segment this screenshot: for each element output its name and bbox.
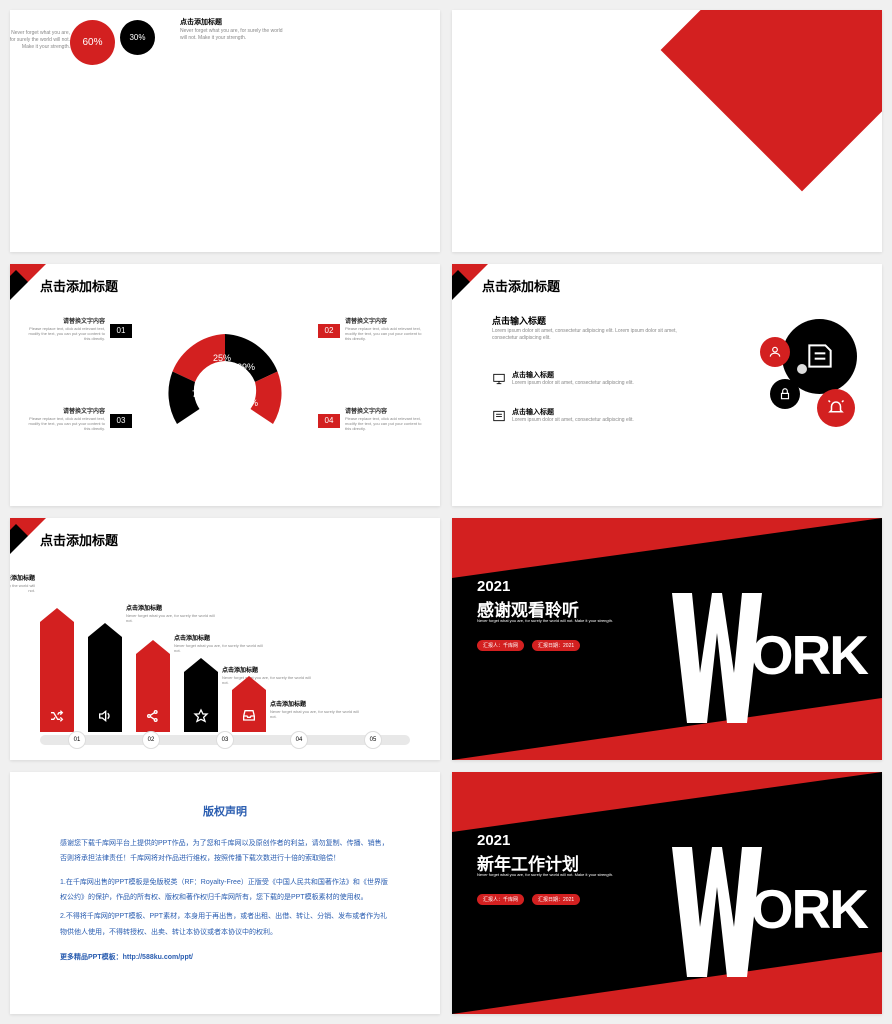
slide-3: 点击添加标题 25% 29% 73% 17% 01 请替换文字内容 Please… — [10, 264, 440, 506]
slide-grid: 60% 30% Never forget what you are, for s… — [10, 10, 882, 1014]
copyright-block: 版权声明 感谢您下载千库网平台上提供的PPT作品，为了您和千库网以及原创作者的利… — [60, 800, 390, 966]
desc-04: Please replace text, click add relevant … — [345, 416, 425, 432]
arrow-02: 点击添加标题 Never forget what you are, for su… — [88, 623, 122, 732]
svg-text:25%: 25% — [213, 353, 231, 363]
slide-7: 版权声明 感谢您下载千库网平台上提供的PPT作品，为了您和千库网以及原创作者的利… — [10, 772, 440, 1014]
slide-4: 点击添加标题 点击输入标题 Lorem ipsum dolor sit amet… — [452, 264, 882, 506]
w-letter — [672, 593, 762, 723]
number-track: 0102030405 — [40, 735, 410, 745]
slide-title: 点击添加标题 — [40, 530, 118, 549]
copyright-p3: 2.不得将千库网的PPT模板、PPT素材，本身用于再出售，或者出租、出借、转让、… — [60, 909, 390, 940]
alarm-icon — [817, 389, 855, 427]
shuffle-icon — [49, 708, 65, 724]
item1-desc: Lorem ipsum dolor sit amet, consectetur … — [512, 380, 692, 387]
icon-cluster — [782, 319, 857, 394]
year: 2021 — [477, 832, 510, 849]
svg-text:17%: 17% — [240, 398, 258, 408]
track-num-04: 04 — [290, 731, 308, 749]
w-letter — [672, 847, 762, 977]
num-03: 03 — [110, 414, 132, 428]
person-icon — [760, 337, 790, 367]
list-icon — [492, 409, 506, 423]
desc-01: Please replace text, click add relevant … — [25, 326, 105, 342]
slide-title: 点击添加标题 — [482, 276, 560, 295]
arrow-chart: 点击添加标题 Never forget what you are, for su… — [40, 608, 266, 732]
percent-circle-black: 30% — [120, 20, 155, 55]
item2-desc: Lorem ipsum dolor sit amet, consectetur … — [512, 417, 692, 424]
share-icon — [145, 708, 161, 724]
track-num-02: 02 — [142, 731, 160, 749]
track-num-03: 03 — [216, 731, 234, 749]
track-num-05: 05 — [364, 731, 382, 749]
pill-date: 汇报日期：2021 — [532, 894, 580, 905]
item1-title: 点击输入标题 — [512, 370, 554, 380]
svg-text:29%: 29% — [237, 362, 255, 372]
subtitle: Never forget what you are, for surely th… — [477, 618, 627, 624]
slide-6: 2021 感谢观看聆听 Never forget what you are, f… — [452, 518, 882, 760]
circle-title: 点击添加标题 — [180, 18, 222, 28]
arrow-01: 点击添加标题 Never forget what you are, for su… — [40, 608, 74, 732]
arrow-04: 点击添加标题 Never forget what you are, for su… — [184, 658, 218, 732]
slide-1: 60% 30% Never forget what you are, for s… — [10, 10, 440, 252]
item2-title: 点击输入标题 — [512, 407, 554, 417]
label-02: 请替换文字内容 — [345, 316, 405, 325]
percent-circle-red: 60% — [70, 20, 115, 65]
slide-5: 点击添加标题 点击添加标题 Never forget what you are,… — [10, 518, 440, 760]
num-04: 04 — [318, 414, 340, 428]
subtitle: Never forget what you are, for surely th… — [477, 872, 627, 878]
slide-2 — [452, 10, 882, 252]
arrow-05: 点击添加标题 Never forget what you are, for su… — [232, 676, 266, 732]
volume-icon — [97, 708, 113, 724]
num-02: 02 — [318, 324, 340, 338]
circle-group: 60% 30% — [70, 20, 155, 65]
dot-decoration — [797, 364, 807, 374]
year: 2021 — [477, 578, 510, 595]
star-icon — [193, 708, 209, 724]
num-01: 01 — [110, 324, 132, 338]
label-03: 请替换文字内容 — [45, 406, 105, 415]
lock-icon — [770, 379, 800, 409]
donut-chart: 25% 29% 73% 17% — [150, 319, 300, 469]
ork-text: ORK — [751, 623, 867, 687]
track-num-01: 01 — [68, 731, 86, 749]
inbox-icon — [241, 708, 257, 724]
svg-text:73%: 73% — [192, 389, 210, 399]
pill-reporter: 汇报人：千库网 — [477, 640, 524, 651]
lorem: Lorem ipsum dolor sit amet, consectetur … — [492, 328, 692, 342]
pill-reporter: 汇报人：千库网 — [477, 894, 524, 905]
pills: 汇报人：千库网 汇报日期：2021 — [477, 894, 580, 905]
desc-03: Please replace text, click add relevant … — [25, 416, 105, 432]
pills: 汇报人：千库网 汇报日期：2021 — [477, 640, 580, 651]
arrow-03: 点击添加标题 Never forget what you are, for su… — [136, 640, 170, 732]
red-triangle — [661, 10, 882, 191]
label-01: 请替换文字内容 — [45, 316, 105, 325]
heading: 点击输入标题 — [492, 314, 546, 327]
label-04: 请替换文字内容 — [345, 406, 405, 415]
copyright-link[interactable]: 更多精品PPT模板：http://588ku.com/ppt/ — [60, 950, 390, 965]
copyright-p1: 感谢您下载千库网平台上提供的PPT作品，为了您和千库网以及原创作者的利益，请勿复… — [60, 836, 390, 867]
circle-caption: Never forget what you are, for surely th… — [180, 28, 290, 42]
desc-02: Please replace text, click add relevant … — [345, 326, 425, 342]
pill-date: 汇报日期：2021 — [532, 640, 580, 651]
slide-title: 点击添加标题 — [40, 276, 118, 295]
copyright-title: 版权声明 — [60, 800, 390, 824]
copyright-p2: 1.在千库网出售的PPT模板是免版税类（RF：Royalty-Free）正版受《… — [60, 875, 390, 906]
monitor-icon — [492, 372, 506, 386]
slide-8: 2021 新年工作计划 Never forget what you are, f… — [452, 772, 882, 1014]
ork-text: ORK — [751, 877, 867, 941]
left-caption: Never forget what you are, for surely th… — [10, 30, 70, 51]
